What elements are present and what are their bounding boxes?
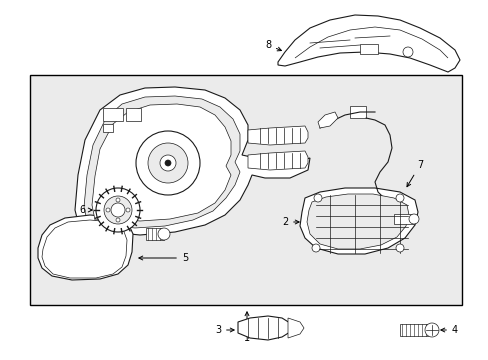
Circle shape: [311, 244, 319, 252]
Text: 5: 5: [139, 253, 188, 263]
Circle shape: [116, 198, 120, 202]
Polygon shape: [238, 316, 289, 340]
Polygon shape: [287, 318, 304, 338]
Circle shape: [111, 203, 125, 217]
Bar: [349, 106, 365, 118]
Polygon shape: [247, 151, 307, 170]
Text: 3: 3: [215, 325, 234, 335]
Polygon shape: [299, 188, 417, 254]
Bar: [393, 214, 413, 224]
Circle shape: [395, 194, 403, 202]
Circle shape: [408, 214, 418, 224]
Polygon shape: [278, 15, 459, 72]
Text: 1: 1: [244, 312, 249, 343]
Bar: [146, 228, 163, 240]
Circle shape: [96, 188, 140, 232]
Circle shape: [104, 196, 132, 224]
Circle shape: [116, 218, 120, 222]
Polygon shape: [75, 87, 309, 235]
Text: 8: 8: [264, 40, 281, 51]
Bar: [103, 124, 113, 132]
Text: 2: 2: [281, 217, 299, 227]
Bar: [359, 44, 377, 54]
Polygon shape: [84, 96, 240, 228]
Bar: [30, 75, 461, 305]
Circle shape: [424, 323, 438, 337]
Text: 4: 4: [440, 325, 457, 335]
Circle shape: [148, 143, 187, 183]
Bar: [399, 324, 427, 336]
Bar: [126, 108, 141, 121]
Circle shape: [158, 228, 170, 240]
Polygon shape: [38, 215, 133, 280]
Circle shape: [160, 155, 176, 171]
Circle shape: [402, 47, 412, 57]
Text: 7: 7: [406, 160, 422, 187]
Text: 6: 6: [79, 205, 92, 215]
Circle shape: [313, 194, 321, 202]
Circle shape: [106, 208, 110, 212]
Bar: [103, 108, 123, 121]
Polygon shape: [92, 104, 230, 221]
Polygon shape: [306, 194, 408, 249]
Polygon shape: [247, 126, 307, 145]
Circle shape: [136, 131, 200, 195]
Polygon shape: [317, 112, 337, 128]
Circle shape: [164, 160, 171, 166]
Circle shape: [126, 208, 130, 212]
Circle shape: [395, 244, 403, 252]
